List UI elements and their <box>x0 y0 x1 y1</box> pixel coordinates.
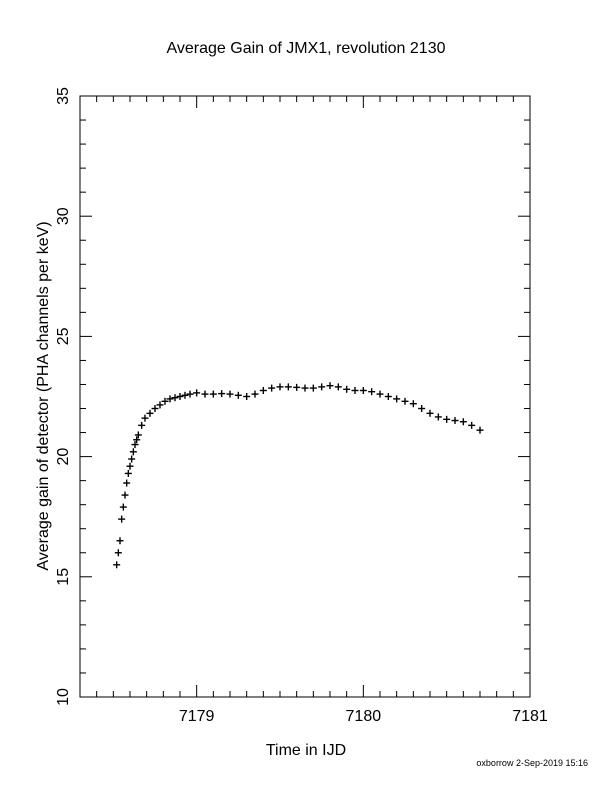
data-point <box>468 421 476 429</box>
x-axis-label: Time in IJD <box>266 742 346 759</box>
data-point <box>128 455 136 463</box>
data-point <box>401 397 409 405</box>
data-point <box>418 405 426 413</box>
data-point <box>276 383 284 391</box>
data-point <box>186 390 194 398</box>
data-point <box>268 384 276 392</box>
data-point <box>259 386 267 394</box>
data-point <box>459 418 467 426</box>
y-tick-label: 10 <box>55 688 72 706</box>
chart-title: Average Gain of JMX1, revolution 2130 <box>167 40 446 57</box>
y-tick-label: 20 <box>55 448 72 466</box>
data-point <box>123 479 131 487</box>
data-point <box>309 384 317 392</box>
data-point <box>426 409 434 417</box>
data-point <box>166 395 174 403</box>
data-point <box>293 383 301 391</box>
data-point <box>326 382 334 390</box>
data-point <box>409 400 417 408</box>
x-axis: 7179 7180 7181 <box>79 96 548 725</box>
data-point <box>146 409 154 417</box>
data-point <box>119 503 127 511</box>
data-point <box>121 491 129 499</box>
x-tick-label: 7180 <box>346 708 382 725</box>
data-point <box>443 415 451 423</box>
data-point <box>476 426 484 434</box>
data-point <box>234 391 242 399</box>
y-tick-label: 25 <box>55 327 72 345</box>
data-point <box>176 393 184 400</box>
data-point <box>129 448 137 456</box>
data-point <box>141 414 149 422</box>
data-point <box>243 393 251 400</box>
data-point <box>138 421 146 429</box>
data-point <box>133 436 141 444</box>
data-point <box>201 390 209 398</box>
data-point <box>218 390 226 398</box>
data-point <box>161 397 169 405</box>
data-point <box>318 383 326 391</box>
data-point <box>118 515 126 523</box>
y-tick-label: 15 <box>55 568 72 586</box>
x-tick-label: 7179 <box>179 708 215 725</box>
data-point <box>114 549 122 557</box>
data-point <box>126 462 134 470</box>
data-point <box>124 469 132 477</box>
data-point <box>359 386 367 394</box>
data-point <box>376 390 384 398</box>
data-point <box>343 385 351 393</box>
data-point <box>393 395 401 403</box>
data-point <box>134 431 142 439</box>
data-point <box>151 405 159 413</box>
data-point <box>368 388 376 396</box>
data-point <box>451 417 459 425</box>
data-point <box>131 441 139 449</box>
y-tick-label: 30 <box>55 207 72 225</box>
data-point <box>156 401 164 409</box>
data-points <box>113 382 484 569</box>
data-point <box>209 390 217 398</box>
data-point <box>384 393 392 400</box>
data-point <box>351 386 359 394</box>
y-axis: 10 15 20 25 30 35 <box>55 87 530 706</box>
y-tick-label: 35 <box>55 87 72 105</box>
data-point <box>193 389 201 397</box>
data-point <box>171 394 179 402</box>
plot-frame <box>79 95 531 698</box>
data-point <box>251 390 259 398</box>
footer-stamp: oxborrow 2-Sep-2019 15:16 <box>476 758 588 768</box>
x-tick-label: 7181 <box>512 708 548 725</box>
data-point <box>226 390 234 398</box>
data-point <box>334 383 342 391</box>
data-point <box>116 537 124 545</box>
y-axis-label: Average gain of detector (PHA channels p… <box>35 221 52 570</box>
data-point <box>434 413 442 421</box>
data-point <box>181 391 189 399</box>
data-point <box>301 384 309 392</box>
data-point <box>284 383 292 391</box>
data-point <box>113 561 121 569</box>
